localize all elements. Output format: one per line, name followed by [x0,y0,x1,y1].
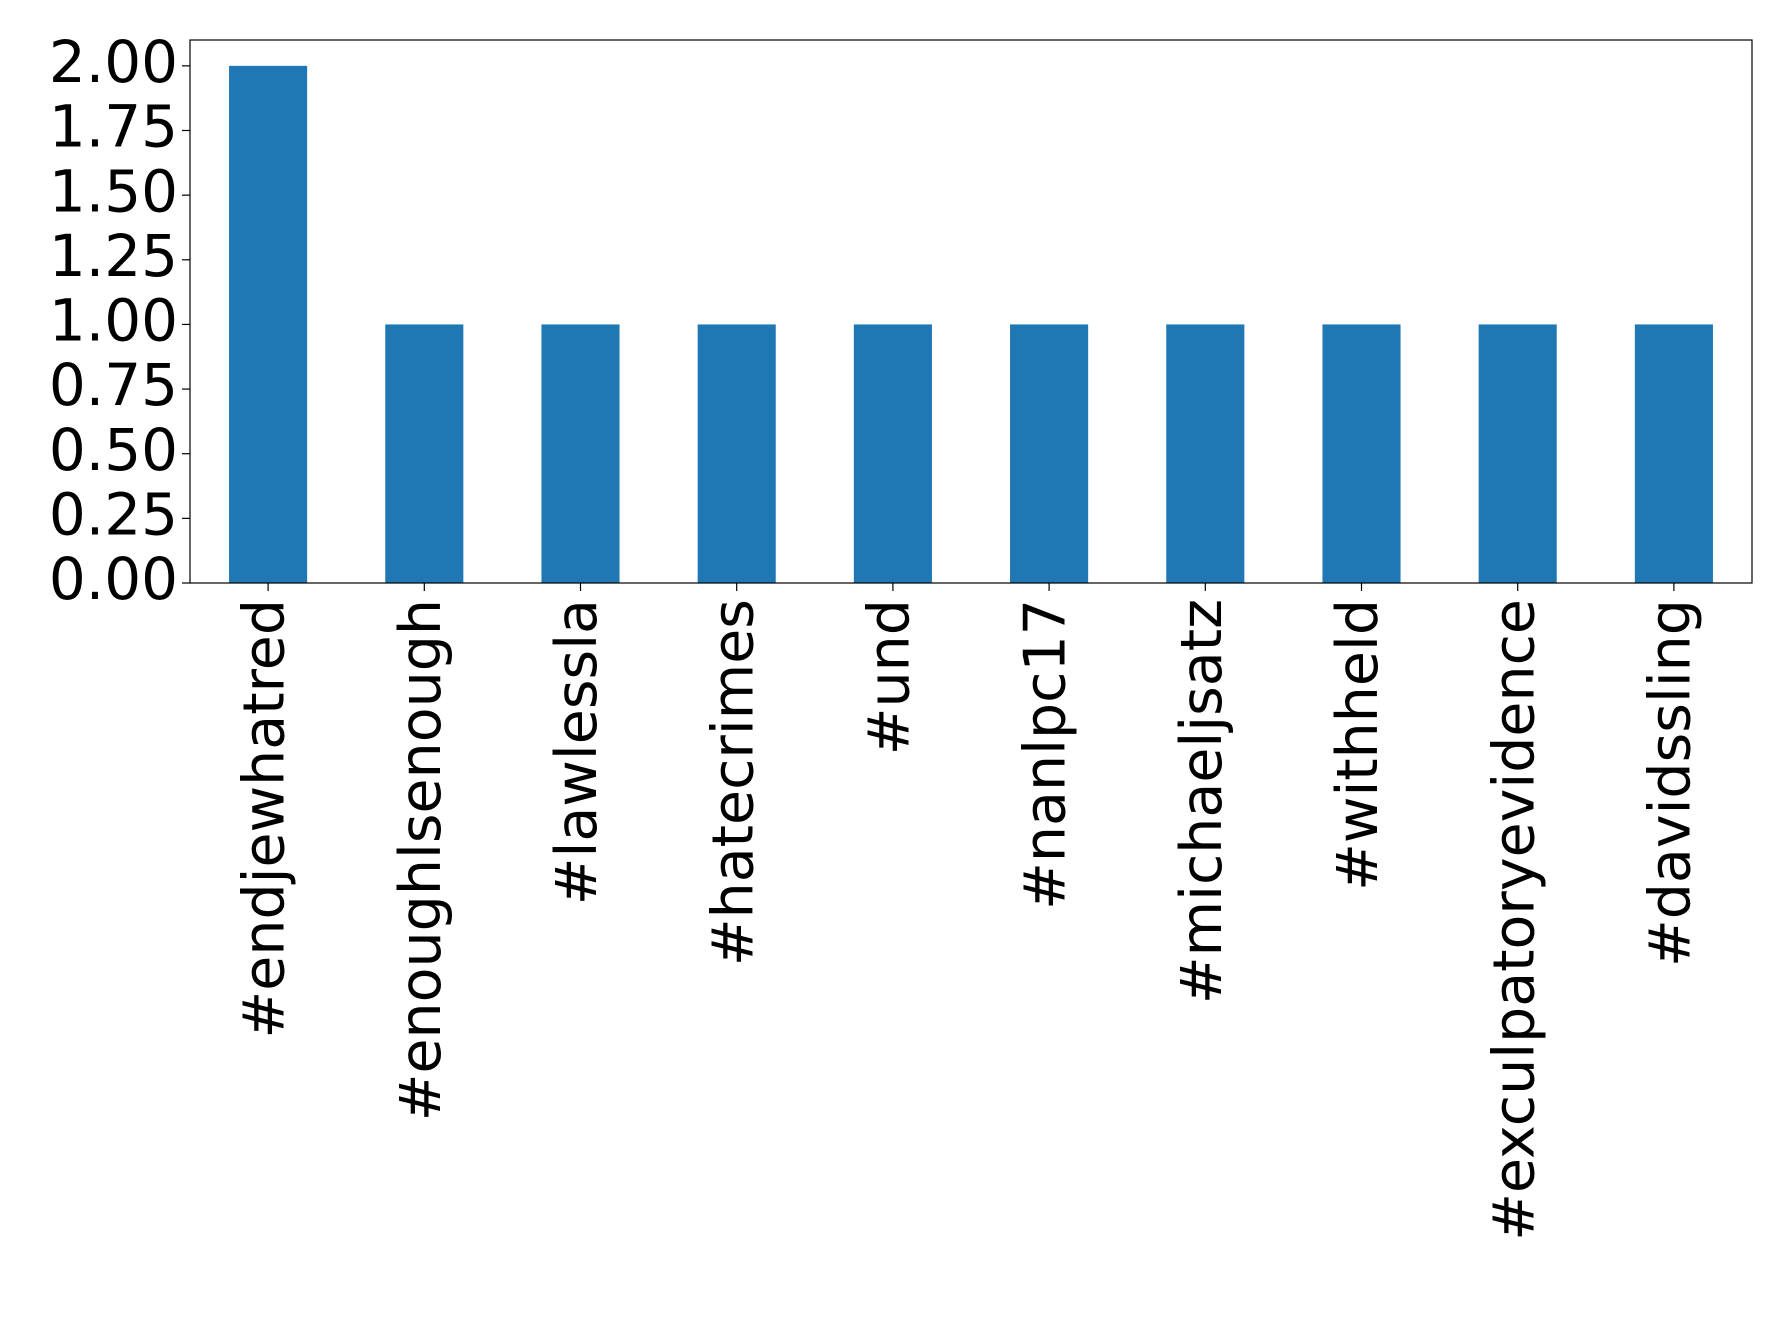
x-tick-label: #davidssling [1638,599,1704,967]
y-tick-label: 1.00 [49,287,178,355]
x-tick-label: #lawlessla [544,599,610,905]
y-tick-label: 1.50 [49,157,178,225]
x-tick-label: #hatecrimes [700,599,766,966]
bar [697,324,776,583]
bar [1478,324,1557,583]
x-tick-label: #enoughlsenough [388,599,454,1121]
x-tick-label: #und [857,599,923,755]
bar [853,324,932,583]
x-tick-label: #michaeljsatz [1169,599,1235,1004]
bar [541,324,620,583]
x-tick-label: #withheld [1325,599,1391,891]
y-tick-label: 0.75 [49,351,178,419]
bar [385,324,464,583]
y-tick-label: 0.50 [49,416,178,484]
x-tick-label: #nanlpc17 [1013,599,1079,910]
x-tick-label: #exculpatoryevidence [1481,599,1547,1241]
bar [229,65,308,584]
bar [1010,324,1089,583]
y-tick-label: 0.25 [49,480,178,548]
y-tick-label: 1.75 [49,93,178,161]
bar [1322,324,1401,583]
x-tick-label: #endjewhatred [232,599,298,1039]
y-tick-label: 2.00 [49,28,178,96]
plot-frame [189,39,1753,584]
y-tick-label: 0.00 [49,545,178,613]
y-tick-label: 1.25 [49,222,178,290]
bar [1166,324,1245,583]
bar [1634,324,1713,583]
